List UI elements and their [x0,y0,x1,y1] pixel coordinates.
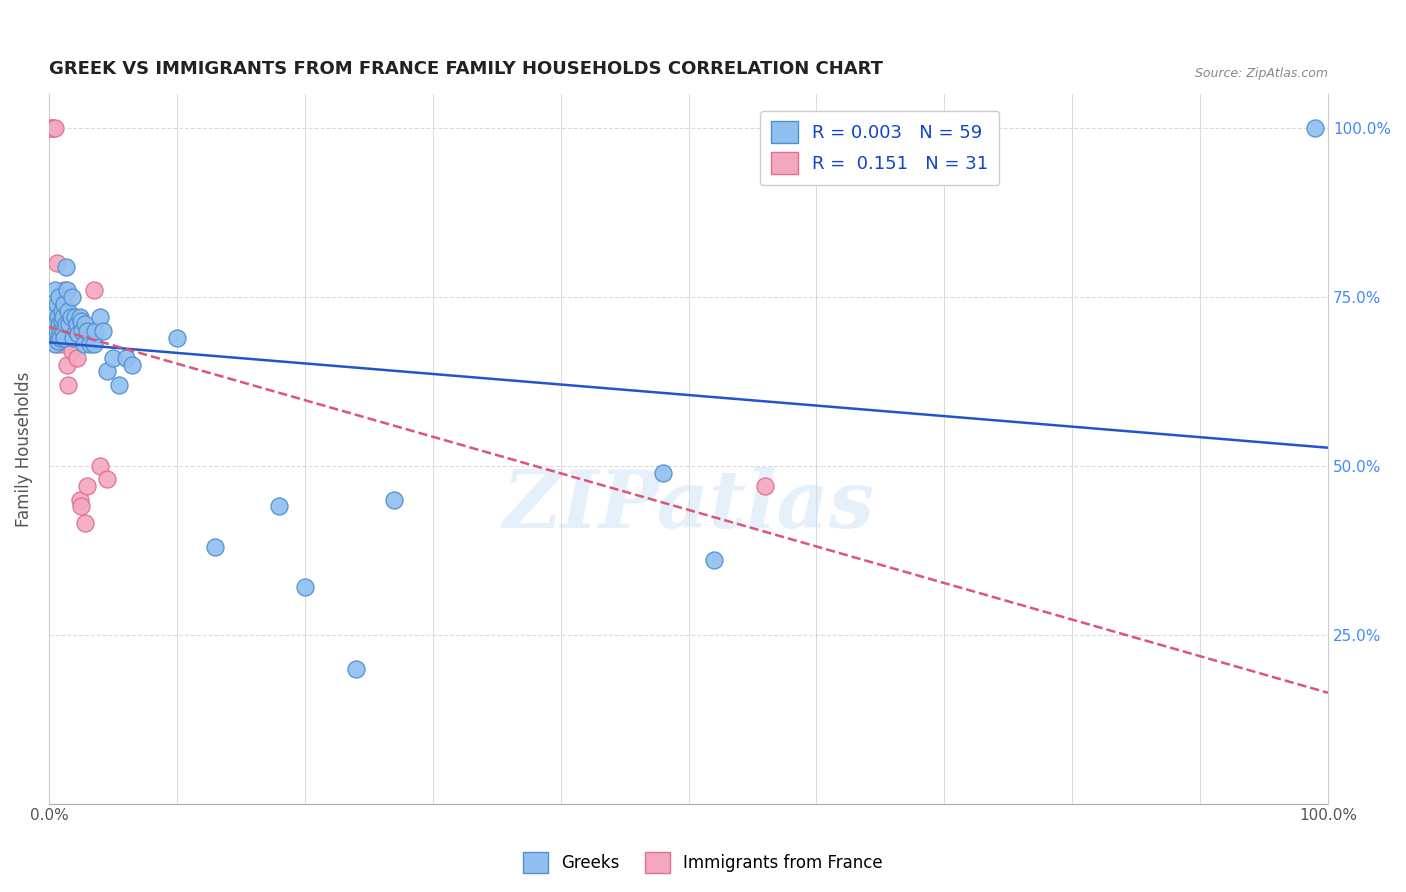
Point [55,260,77,274]
Point [166,330,188,344]
Point [1305,121,1327,136]
Point [58,337,80,351]
Point [53,310,76,325]
Point [49,324,72,338]
Point [101,351,124,365]
Point [42,121,65,136]
Point [73,516,96,531]
Point [69,492,91,507]
Point [56,377,79,392]
Point [46,337,69,351]
Point [44,121,66,136]
Point [269,500,291,514]
Point [69,310,91,325]
Point [45,324,67,338]
Point [91,324,114,338]
Point [58,317,80,331]
Point [382,492,405,507]
Point [754,479,776,493]
Point [63,310,86,325]
Point [73,317,96,331]
Point [42,310,65,325]
Point [62,330,84,344]
Point [39,317,62,331]
Point [51,324,73,338]
Text: GREEK VS IMMIGRANTS FROM FRANCE FAMILY HOUSEHOLDS CORRELATION CHART: GREEK VS IMMIGRANTS FROM FRANCE FAMILY H… [49,60,883,78]
Point [79,337,101,351]
Point [51,303,73,318]
Point [204,540,226,554]
Point [76,324,98,338]
Text: ZIPatlas: ZIPatlas [502,467,875,544]
Point [89,458,111,473]
Point [46,310,69,325]
Point [67,327,90,342]
Point [52,297,75,311]
Point [114,351,136,365]
Point [65,324,87,338]
Point [121,358,143,372]
Point [89,310,111,325]
Point [53,330,76,344]
Point [51,310,73,325]
Point [83,337,105,351]
Point [55,324,77,338]
Point [72,337,94,351]
Point [51,314,73,328]
Point [66,317,89,331]
Point [70,314,93,328]
Point [49,330,72,344]
Point [703,553,725,567]
Point [55,317,77,331]
Point [45,297,67,311]
Point [344,661,367,675]
Point [70,324,93,338]
Point [42,317,65,331]
Point [56,358,79,372]
Point [70,500,93,514]
Point [52,337,75,351]
Legend: R = 0.003   N = 59, R =  0.151   N = 31: R = 0.003 N = 59, R = 0.151 N = 31 [761,111,1000,186]
Point [59,310,82,325]
Point [96,364,118,378]
Point [48,317,70,331]
Point [84,324,107,338]
Point [45,256,67,270]
Point [96,472,118,486]
Point [48,303,70,318]
Point [60,344,83,359]
Point [44,337,66,351]
Point [46,334,69,348]
Point [66,351,89,365]
Point [108,377,131,392]
Point [63,317,86,331]
Point [39,121,62,136]
Point [49,330,72,344]
Point [48,290,70,304]
Point [60,290,83,304]
Point [83,283,105,297]
Point [42,303,65,318]
Text: Source: ZipAtlas.com: Source: ZipAtlas.com [1195,67,1329,80]
Point [42,327,65,342]
Point [294,581,316,595]
Point [59,324,82,338]
Point [41,121,63,136]
Point [53,283,76,297]
Point [46,310,69,325]
Point [56,283,79,297]
Point [56,303,79,318]
Point [53,297,76,311]
Point [652,466,675,480]
Point [41,320,63,334]
Point [52,324,75,338]
Point [44,283,66,297]
Legend: Greeks, Immigrants from France: Greeks, Immigrants from France [516,846,890,880]
Y-axis label: Family Households: Family Households [15,371,32,526]
Point [76,479,98,493]
Point [52,310,75,325]
